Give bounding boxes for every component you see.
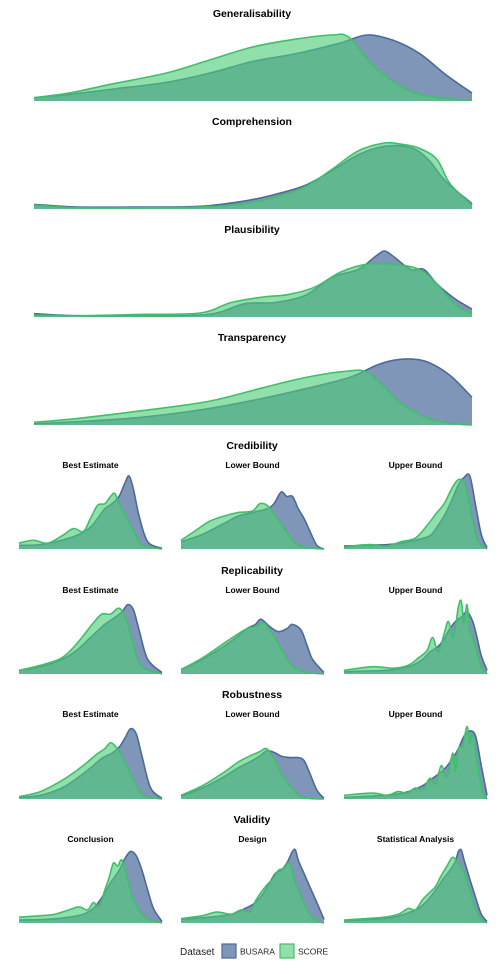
density-generalisability-score-line xyxy=(33,33,473,102)
panel-title-robustness-upper-bound: Upper Bound xyxy=(389,709,443,719)
legend-swatch-busara xyxy=(221,943,237,959)
density-robustness-lower-bound-score-area xyxy=(181,748,324,799)
title-replicability: Replicability xyxy=(221,565,283,577)
title-robustness: Robustness xyxy=(222,689,282,701)
density-credibility-lower-bound-score-line xyxy=(180,502,325,550)
density-validity-conclusion-score-line xyxy=(18,859,163,924)
density-credibility-upper-bound-score-area xyxy=(344,479,487,549)
panel-title-credibility-upper-bound: Upper Bound xyxy=(389,460,443,470)
density-robustness-lower-bound-score-line xyxy=(180,747,325,800)
density-comprehension-score-line xyxy=(33,141,473,209)
density-generalisability-score-area xyxy=(34,34,472,101)
title-transparency: Transparency xyxy=(218,332,286,344)
title-plausibility: Plausibility xyxy=(224,224,280,236)
density-transparency-score-line xyxy=(33,369,473,426)
density-replicability-best-estimate-score-line xyxy=(18,607,163,675)
panel-title-validity-conclusion: Conclusion xyxy=(67,834,113,844)
panel-title-credibility-best-estimate: Best Estimate xyxy=(62,460,118,470)
title-credibility: Credibility xyxy=(226,440,278,452)
legend-label-score: SCORE xyxy=(298,947,329,957)
density-robustness-best-estimate-score-line xyxy=(18,741,163,800)
density-plausibility-score-area xyxy=(34,263,472,317)
panel-title-replicability-best-estimate: Best Estimate xyxy=(62,585,118,595)
density-replicability-upper-bound-score-line xyxy=(343,599,488,675)
density-validity-design-score-area xyxy=(181,862,324,923)
density-validity-design-score-line xyxy=(180,861,325,924)
density-credibility-best-estimate-score-line xyxy=(18,492,163,550)
panel-title-robustness-lower-bound: Lower Bound xyxy=(225,709,279,719)
panel-title-validity-design: Design xyxy=(238,834,266,844)
density-validity-statistical-analysis-score-line xyxy=(343,856,488,924)
density-replicability-lower-bound-score-line xyxy=(180,621,325,675)
title-generalisability: Generalisability xyxy=(213,8,291,20)
panel-title-replicability-upper-bound: Upper Bound xyxy=(389,585,443,595)
density-replicability-upper-bound-score-area xyxy=(344,600,487,674)
legend-swatch-score xyxy=(279,943,295,959)
panel-title-validity-statistical-analysis: Statistical Analysis xyxy=(377,834,454,844)
density-credibility-lower-bound-score-area xyxy=(181,503,324,549)
density-credibility-best-estimate-score-area xyxy=(19,493,162,549)
density-robustness-upper-bound-score-area xyxy=(344,726,487,799)
panel-title-credibility-lower-bound: Lower Bound xyxy=(225,460,279,470)
density-robustness-upper-bound-score-line xyxy=(343,725,488,800)
density-plausibility-score-line xyxy=(33,262,473,317)
density-credibility-upper-bound-score-line xyxy=(343,478,488,550)
density-transparency-score-area xyxy=(34,370,472,425)
panel-title-replicability-lower-bound: Lower Bound xyxy=(225,585,279,595)
density-comprehension-score-area xyxy=(34,142,472,209)
title-validity: Validity xyxy=(234,814,271,826)
legend-title: Dataset xyxy=(180,947,215,958)
density-validity-statistical-analysis-score-area xyxy=(344,857,487,923)
title-comprehension: Comprehension xyxy=(212,116,292,128)
panel-title-robustness-best-estimate: Best Estimate xyxy=(62,709,118,719)
density-replicability-best-estimate-score-area xyxy=(19,608,162,674)
legend-label-busara: BUSARA xyxy=(240,947,275,957)
